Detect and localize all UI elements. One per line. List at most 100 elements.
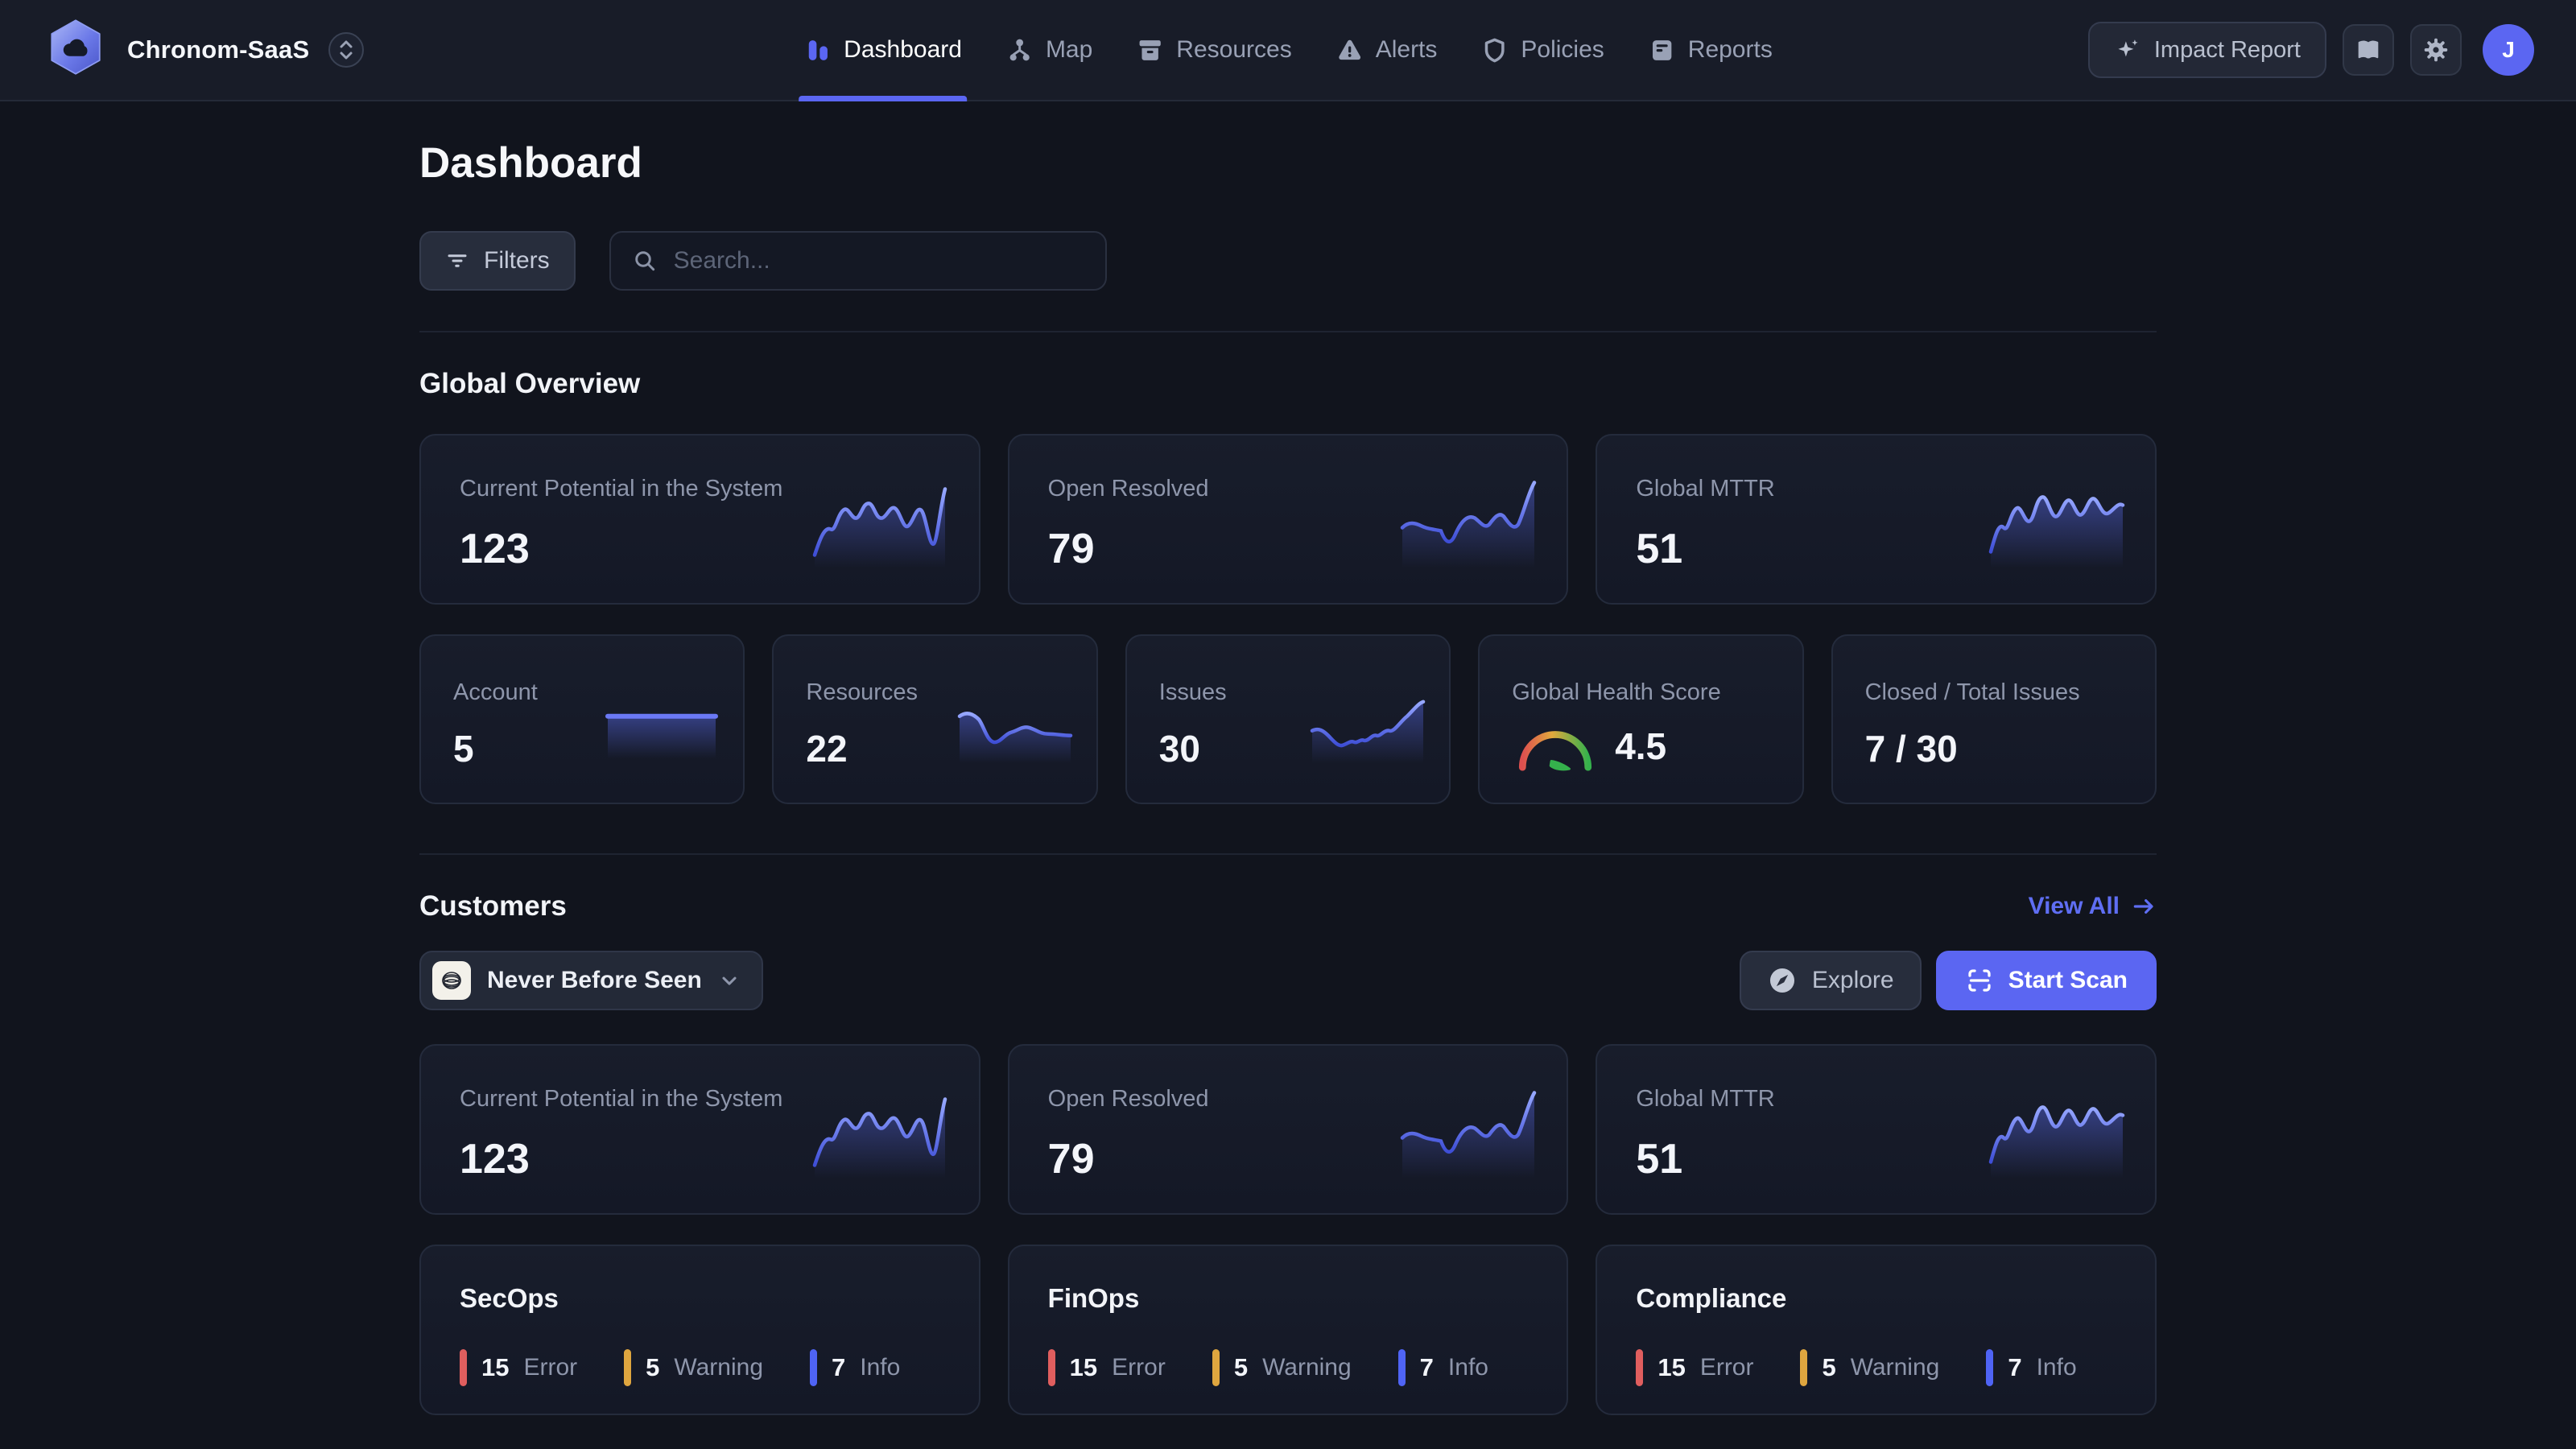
section-divider (419, 853, 2157, 855)
brand: Chronom-SaaS (42, 16, 365, 84)
segment-label: Never Before Seen (487, 967, 702, 993)
sparkline-chart (605, 713, 719, 758)
nav-label: Dashboard (844, 36, 962, 63)
filters-label: Filters (484, 247, 550, 274)
nav-item-resources[interactable]: Resources (1136, 0, 1292, 100)
severity-card-title: Compliance (1636, 1283, 1787, 1313)
stat-card-open-resolved: Open Resolved 79 (1007, 1044, 1569, 1215)
info-label: Info (2036, 1354, 2077, 1381)
warning-count: 5 (646, 1353, 660, 1381)
section-title: Global Overview (419, 368, 641, 399)
impact-report-label: Impact Report (2153, 36, 2301, 63)
nav-label: Reports (1687, 36, 1773, 63)
filter-search-row: Filters (419, 231, 2157, 291)
severity-item-warning: 5 Warning (1800, 1349, 1939, 1386)
section-divider (419, 331, 2157, 332)
workspace-switcher-button[interactable] (328, 32, 365, 68)
severity-item-error: 15 Error (460, 1349, 577, 1386)
mini-label: Issues (1158, 679, 1227, 705)
stat-label: Global MTTR (1636, 476, 1775, 502)
global-mini-cards: Account 5 Resources 22 Issues 30 (419, 634, 2157, 804)
open-book-icon (2358, 40, 2379, 59)
stat-label: Current Potential in the System (460, 1086, 783, 1112)
severity-item-error: 15 Error (1636, 1349, 1753, 1386)
top-navbar: Chronom-SaaS Dashboard (0, 0, 2576, 101)
warning-label: Warning (1850, 1354, 1940, 1381)
stat-value: 123 (460, 526, 530, 572)
nav-label: Policies (1521, 36, 1604, 63)
error-bar-icon (460, 1349, 467, 1386)
mini-value: 22 (806, 728, 848, 770)
stat-value: 51 (1636, 526, 1683, 572)
stat-card-open-resolved: Open Resolved 79 (1007, 434, 1569, 605)
archive-box-icon (1139, 39, 1161, 60)
nav-item-alerts[interactable]: Alerts (1335, 0, 1437, 100)
sparkline-chart (1988, 495, 2125, 568)
mini-label: Account (453, 679, 538, 705)
chevron-up-down-icon (340, 40, 353, 60)
info-count: 7 (1419, 1353, 1434, 1381)
mini-value: 7 / 30 (1864, 728, 1958, 770)
mini-card-resources: Resources 22 (772, 634, 1098, 804)
mini-card-health-score: Global Health Score 4.5 (1478, 634, 1804, 804)
user-avatar[interactable]: J (2483, 24, 2534, 76)
sparkline-chart (1310, 700, 1426, 763)
error-label: Error (1699, 1354, 1754, 1381)
customers-header: Customers View All (419, 890, 2157, 923)
sparkline-chart (1401, 1091, 1537, 1179)
view-all-label: View All (2028, 893, 2120, 919)
warning-count: 5 (1233, 1353, 1249, 1381)
sparkline-chart (957, 711, 1073, 763)
severity-row: 15 Error 5 Warning 7 Info (460, 1349, 940, 1386)
nav-label: Resources (1176, 36, 1292, 63)
mini-label: Closed / Total Issues (1864, 679, 2080, 705)
gear-icon (2424, 38, 2448, 62)
info-count: 7 (832, 1353, 846, 1381)
stat-value: 51 (1636, 1136, 1683, 1183)
mini-value: 5 (453, 728, 474, 770)
stat-value: 79 (1047, 526, 1095, 572)
mini-card-account: Account 5 (419, 634, 745, 804)
health-gauge-row: 4.5 (1512, 720, 1769, 772)
stat-value: 123 (460, 1136, 530, 1183)
severity-item-info: 7 Info (1986, 1349, 2077, 1386)
global-stat-cards: Current Potential in the System 123 Open… (419, 434, 2157, 605)
segment-dropdown[interactable]: Never Before Seen (419, 951, 763, 1010)
impact-report-button[interactable]: Impact Report (2087, 22, 2326, 78)
warning-bar-icon (1212, 1349, 1220, 1386)
section-title: Customers (419, 890, 567, 922)
info-label: Info (860, 1354, 901, 1381)
brand-logo-icon (51, 19, 101, 75)
explore-button[interactable]: Explore (1739, 951, 1922, 1010)
shield-icon (1484, 38, 1505, 62)
map-sitemap-icon (1009, 39, 1030, 60)
chevron-down-icon (722, 976, 737, 985)
nav-item-dashboard[interactable]: Dashboard (799, 0, 967, 101)
start-scan-button[interactable]: Start Scan (1935, 951, 2157, 1010)
sparkline-chart (1988, 1105, 2125, 1179)
warning-bar-icon (624, 1349, 632, 1386)
search-input[interactable] (673, 247, 1084, 275)
nav-item-reports[interactable]: Reports (1648, 0, 1773, 100)
nav-item-policies[interactable]: Policies (1480, 0, 1604, 100)
customers-severity-cards: SecOps 15 Error 5 Warning 7 (419, 1245, 2157, 1415)
stat-card-global-mttr: Global MTTR 51 (1596, 434, 2157, 605)
main-nav: Dashboard Map Resources (799, 0, 1773, 101)
alert-triangle-icon (1338, 39, 1360, 60)
search-box (609, 231, 1107, 291)
docs-button[interactable] (2343, 24, 2394, 76)
error-label: Error (1112, 1354, 1166, 1381)
severity-card-title: FinOps (1047, 1283, 1140, 1313)
mini-label: Global Health Score (1512, 679, 1721, 705)
severity-row: 15 Error 5 Warning 7 Info (1636, 1349, 2116, 1386)
scan-icon (1967, 969, 1991, 992)
search-icon (634, 251, 654, 271)
sparkles-icon (2118, 39, 2138, 57)
nav-item-map[interactable]: Map (1005, 0, 1092, 100)
filters-button[interactable]: Filters (419, 231, 576, 291)
brand-name: Chronom-SaaS (127, 35, 310, 64)
settings-button[interactable] (2410, 24, 2462, 76)
severity-row: 15 Error 5 Warning 7 Info (1047, 1349, 1529, 1386)
view-all-link[interactable]: View All (2029, 893, 2157, 920)
